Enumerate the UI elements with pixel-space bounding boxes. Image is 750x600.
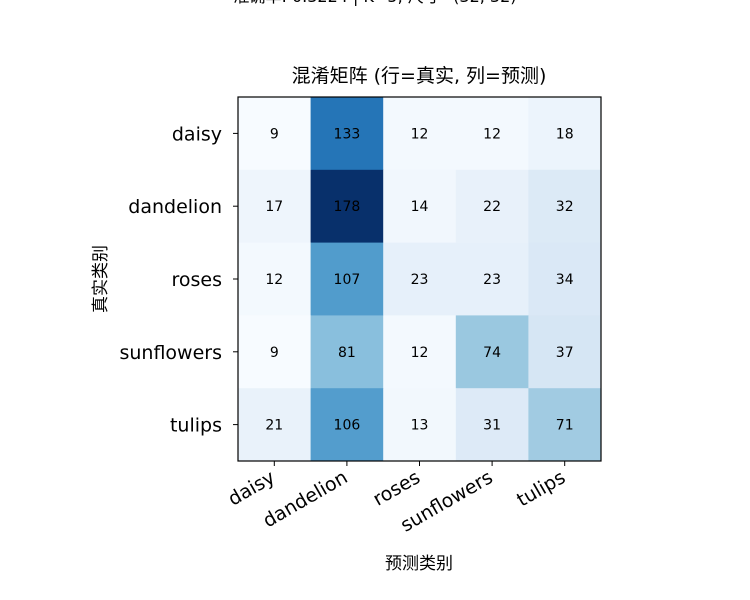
heatmap-cell-roses-sunflowers bbox=[455, 242, 529, 316]
heatmap-cells: 9 133 12 12 18 17 178 14 22 32 12 107 23 23 34 9 81 12 74 3… bbox=[238, 97, 602, 462]
cell-value-label: 17 bbox=[265, 199, 283, 215]
y-tick-label: roses bbox=[171, 269, 222, 291]
heatmap-cell-dandelion-daisy bbox=[238, 169, 312, 244]
heatmap-cell-daisy-daisy bbox=[238, 97, 312, 171]
y-tick-label: daisy bbox=[172, 123, 222, 145]
cell-value-label: 37 bbox=[556, 345, 574, 361]
heatmap-cell-tulips-roses bbox=[383, 388, 457, 462]
heatmap-cell-sunflowers-tulips bbox=[528, 315, 602, 389]
cell-value-label: 12 bbox=[411, 345, 429, 361]
x-axis-label: 预测类别 bbox=[385, 554, 453, 574]
heatmap-cell-tulips-tulips bbox=[528, 388, 602, 462]
heatmap-cell-roses-tulips bbox=[528, 242, 602, 316]
heatmap-cell-roses-roses bbox=[383, 242, 457, 316]
heatmap-cell-dandelion-roses bbox=[383, 169, 457, 244]
cell-value-label: 34 bbox=[556, 272, 574, 288]
cell-value-label: 23 bbox=[411, 272, 429, 288]
y-tick-label: tulips bbox=[170, 415, 222, 437]
cell-value-label: 133 bbox=[334, 126, 361, 142]
suptitle: 准确率: 0.3224 | K=5, 尺寸=(32, 32) bbox=[233, 0, 516, 6]
cell-value-label: 12 bbox=[483, 126, 501, 142]
heatmap-cell-sunflowers-daisy bbox=[238, 315, 312, 389]
cell-value-label: 9 bbox=[270, 126, 279, 142]
cell-value-label: 9 bbox=[270, 345, 279, 361]
cell-value-label: 106 bbox=[334, 418, 361, 434]
y-tick-label: dandelion bbox=[128, 196, 222, 218]
cell-value-label: 81 bbox=[338, 345, 356, 361]
cell-value-label: 12 bbox=[411, 126, 429, 142]
x-tick-label: roses bbox=[369, 466, 424, 510]
cell-value-label: 74 bbox=[483, 345, 501, 361]
heatmap-cell-dandelion-dandelion bbox=[310, 169, 384, 244]
heatmap-cell-dandelion-sunflowers bbox=[455, 169, 529, 244]
heatmap-cell-tulips-dandelion bbox=[310, 388, 384, 462]
cell-value-label: 107 bbox=[334, 272, 361, 288]
cell-value-label: 32 bbox=[556, 199, 574, 215]
cell-value-label: 21 bbox=[265, 418, 283, 434]
cell-value-label: 18 bbox=[556, 126, 574, 142]
y-axis-label: 真实类别 bbox=[91, 245, 111, 313]
heatmap-cell-sunflowers-roses bbox=[383, 315, 457, 389]
cell-value-label: 23 bbox=[483, 272, 501, 288]
heatmap-cell-sunflowers-sunflowers bbox=[455, 315, 529, 389]
heatmap-cell-roses-dandelion bbox=[310, 242, 384, 316]
heatmap-cell-daisy-tulips bbox=[528, 97, 602, 171]
cell-value-label: 178 bbox=[334, 199, 361, 215]
cell-value-label: 12 bbox=[265, 272, 283, 288]
cell-value-label: 13 bbox=[411, 418, 429, 434]
heatmap-cell-dandelion-tulips bbox=[528, 169, 602, 244]
chart-title: 混淆矩阵 (行=真实, 列=预测) bbox=[292, 65, 547, 87]
x-tick-label: tulips bbox=[513, 466, 569, 511]
heatmap-cell-sunflowers-dandelion bbox=[310, 315, 384, 389]
cell-value-label: 14 bbox=[411, 199, 429, 215]
x-tick-label: daisy bbox=[224, 466, 278, 510]
heatmap-cell-tulips-daisy bbox=[238, 388, 312, 462]
heatmap-cell-daisy-dandelion bbox=[310, 97, 384, 171]
cell-value-label: 31 bbox=[483, 418, 501, 434]
heatmap-cell-tulips-sunflowers bbox=[455, 388, 529, 462]
heatmap-cell-roses-daisy bbox=[238, 242, 312, 316]
heatmap-cell-daisy-roses bbox=[383, 97, 457, 171]
heatmap-cell-daisy-sunflowers bbox=[455, 97, 529, 171]
y-tick-label: sunflowers bbox=[119, 342, 222, 364]
y-axis-ticks: daisy dandelion roses sunflowers tulips bbox=[119, 123, 238, 437]
cell-value-label: 22 bbox=[483, 199, 501, 215]
cell-value-label: 71 bbox=[556, 418, 574, 434]
